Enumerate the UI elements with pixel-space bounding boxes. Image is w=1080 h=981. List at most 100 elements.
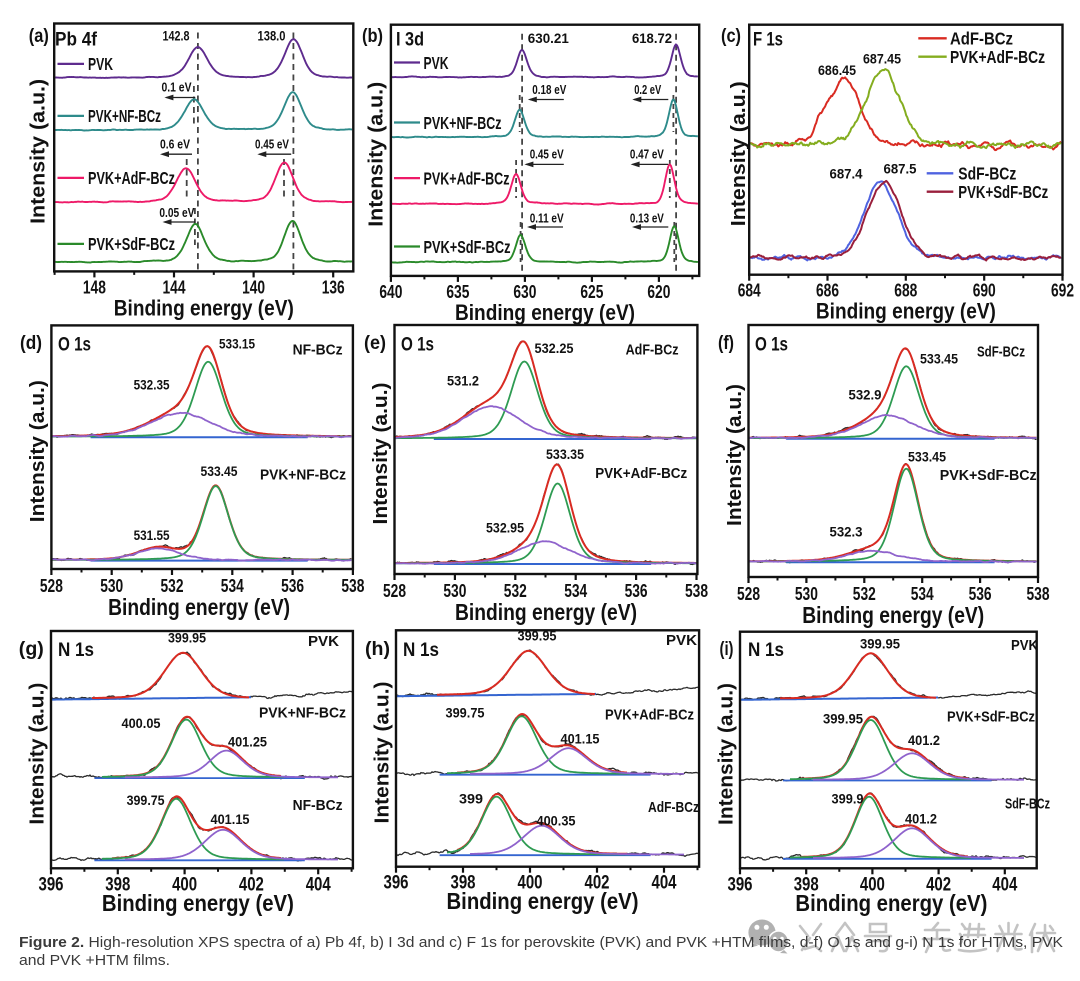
svg-text:and PVK +HTM films.: and PVK +HTM films.	[19, 952, 170, 969]
svg-text:538: 538	[685, 581, 708, 601]
svg-text:686.45: 686.45	[818, 63, 856, 78]
svg-text:0.05 eV: 0.05 eV	[159, 205, 194, 220]
svg-text:692: 692	[1051, 281, 1074, 301]
svg-text:144: 144	[163, 277, 186, 297]
svg-text:Intensity (a.u.): Intensity (a.u.)	[27, 380, 49, 522]
svg-text:PVK+AdF-BCz: PVK+AdF-BCz	[605, 706, 694, 723]
svg-text:PVK+NF-BCz: PVK+NF-BCz	[424, 113, 502, 133]
svg-text:O 1s: O 1s	[755, 335, 788, 356]
svg-text:399.95: 399.95	[518, 628, 557, 644]
svg-text:I 3d: I 3d	[396, 30, 424, 51]
svg-text:531.55: 531.55	[134, 528, 170, 543]
svg-text:690: 690	[973, 281, 996, 301]
svg-text:0.1 eV: 0.1 eV	[162, 80, 192, 95]
svg-text:530: 530	[795, 584, 818, 604]
svg-text:534: 534	[911, 584, 934, 604]
svg-text:Intensity (a.u.): Intensity (a.u.)	[724, 384, 746, 526]
svg-text:400.05: 400.05	[122, 715, 161, 731]
svg-text:532: 532	[504, 581, 527, 601]
svg-text:0.45 eV: 0.45 eV	[530, 146, 564, 161]
svg-text:Intensity (a.u.): Intensity (a.u.)	[728, 81, 750, 226]
svg-text:528: 528	[383, 581, 406, 601]
svg-text:140: 140	[242, 277, 265, 297]
svg-text:Binding energy (eV): Binding energy (eV)	[795, 890, 987, 916]
svg-text:536: 536	[969, 584, 992, 604]
svg-text:398: 398	[794, 874, 819, 895]
svg-text:687.45: 687.45	[863, 51, 901, 66]
svg-text:400: 400	[172, 874, 197, 895]
svg-text:O 1s: O 1s	[401, 335, 434, 356]
svg-text:532.9: 532.9	[849, 387, 882, 402]
svg-text:401.2: 401.2	[908, 732, 940, 748]
svg-text:532.25: 532.25	[535, 341, 574, 356]
svg-text:(i): (i)	[720, 638, 734, 660]
svg-text:NF-BCz: NF-BCz	[293, 798, 343, 814]
svg-text:PVK+SdF-BCz: PVK+SdF-BCz	[940, 468, 1037, 484]
svg-text:684: 684	[738, 281, 761, 301]
svg-text:687.4: 687.4	[830, 166, 863, 181]
svg-text:630.21: 630.21	[528, 31, 569, 46]
svg-text:399.95: 399.95	[860, 635, 900, 651]
svg-text:396: 396	[728, 874, 753, 895]
svg-text:148: 148	[83, 277, 106, 297]
svg-text:399.95: 399.95	[823, 710, 863, 726]
svg-text:533.45: 533.45	[908, 450, 946, 465]
svg-text:402: 402	[926, 874, 951, 895]
svg-text:PVK: PVK	[1011, 637, 1038, 654]
svg-text:625: 625	[580, 282, 603, 302]
svg-text:0.11 eV: 0.11 eV	[530, 211, 564, 226]
svg-text:142.8: 142.8	[163, 29, 190, 44]
svg-text:PVK+SdF-BCz: PVK+SdF-BCz	[958, 182, 1048, 202]
svg-text:532: 532	[161, 576, 184, 596]
svg-text:0.45 eV: 0.45 eV	[255, 137, 289, 152]
svg-text:687.5: 687.5	[884, 161, 917, 176]
svg-text:532.3: 532.3	[830, 525, 863, 540]
svg-text:401.2: 401.2	[905, 810, 937, 826]
svg-text:402: 402	[585, 873, 610, 894]
svg-text:PVK+NF-BCz: PVK+NF-BCz	[260, 468, 346, 484]
svg-text:532: 532	[853, 584, 876, 604]
svg-text:Binding energy (eV): Binding energy (eV)	[455, 599, 637, 625]
svg-text:(c): (c)	[721, 25, 741, 47]
svg-text:536: 536	[625, 581, 648, 601]
svg-text:Intensity (a.u.): Intensity (a.u.)	[28, 79, 50, 224]
svg-text:Intensity (a.u.): Intensity (a.u.)	[27, 683, 49, 825]
svg-text:640: 640	[379, 282, 402, 302]
svg-text:PVK: PVK	[88, 54, 113, 74]
svg-text:404: 404	[992, 874, 1017, 895]
svg-text:136: 136	[322, 277, 345, 297]
svg-text:402: 402	[239, 874, 264, 895]
svg-text:530: 530	[443, 581, 466, 601]
svg-text:401.15: 401.15	[211, 811, 250, 827]
svg-text:SdF-BCz: SdF-BCz	[1005, 795, 1050, 812]
svg-text:PVK+NF-BCz: PVK+NF-BCz	[259, 705, 346, 722]
svg-text:O 1s: O 1s	[58, 335, 91, 356]
svg-text:(a): (a)	[29, 25, 49, 47]
svg-text:399.95: 399.95	[168, 629, 206, 645]
svg-text:(d): (d)	[20, 332, 42, 354]
svg-text:Figure 2. High-resolution XPS: Figure 2. High-resolution XPS spectra of…	[19, 934, 1063, 951]
svg-text:(b): (b)	[362, 25, 383, 47]
svg-text:PVK+NF-BCz: PVK+NF-BCz	[88, 106, 161, 126]
svg-text:PVK+SdF-BCz: PVK+SdF-BCz	[88, 234, 175, 254]
svg-text:Binding energy (eV): Binding energy (eV)	[802, 602, 984, 628]
svg-text:Intensity (a.u.): Intensity (a.u.)	[366, 82, 388, 227]
svg-text:Binding energy (eV): Binding energy (eV)	[114, 295, 294, 320]
svg-text:398: 398	[451, 873, 476, 894]
svg-text:533.35: 533.35	[546, 447, 584, 462]
svg-text:Binding energy (eV): Binding energy (eV)	[455, 300, 635, 325]
svg-text:Binding energy (eV): Binding energy (eV)	[102, 890, 294, 916]
svg-text:399.9: 399.9	[832, 790, 864, 806]
svg-text:533.15: 533.15	[219, 336, 255, 351]
svg-text:401.25: 401.25	[228, 734, 267, 750]
svg-text:530: 530	[100, 576, 123, 596]
svg-text:0.6 eV: 0.6 eV	[160, 137, 190, 152]
svg-text:0.47 eV: 0.47 eV	[630, 146, 664, 161]
svg-text:AdF-BCz: AdF-BCz	[626, 343, 679, 359]
svg-text:Intensity (a.u.): Intensity (a.u.)	[370, 383, 392, 525]
svg-text:528: 528	[737, 584, 760, 604]
svg-text:620: 620	[647, 282, 670, 302]
svg-text:398: 398	[105, 874, 130, 895]
svg-text:399.75: 399.75	[446, 705, 485, 721]
svg-text:400: 400	[518, 873, 543, 894]
